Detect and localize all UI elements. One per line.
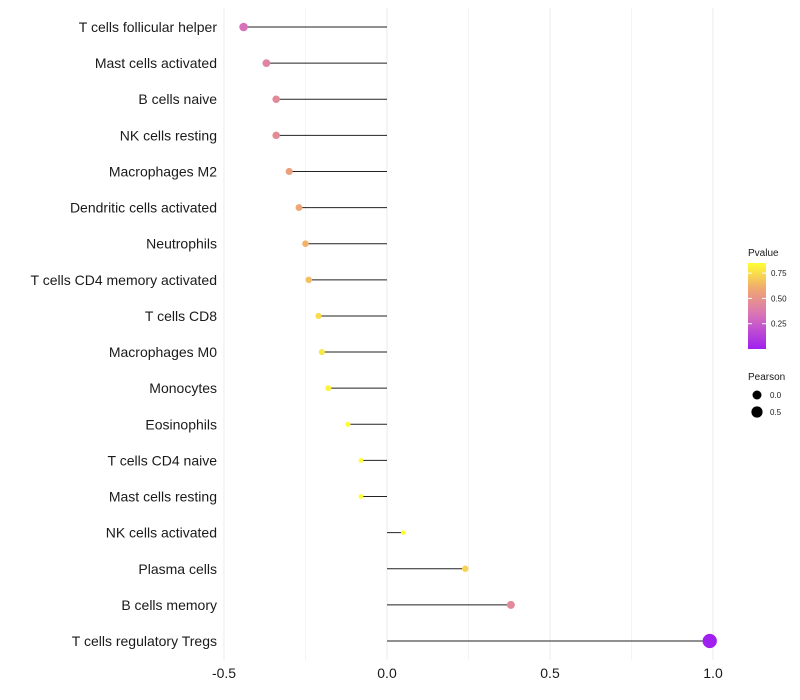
- category-label: NK cells resting: [120, 127, 217, 143]
- size-legend-label: 0.0: [770, 391, 782, 400]
- category-label: Plasma cells: [138, 561, 217, 577]
- category-label: T cells CD4 naive: [108, 452, 218, 468]
- colorbar-ticks: 0.25 0.50 0.75: [748, 269, 787, 329]
- stems: [243, 26, 710, 642]
- category-label: Dendritic cells activated: [70, 200, 217, 216]
- category-label: Neutrophils: [146, 236, 217, 252]
- size-legend-label: 0.5: [770, 408, 782, 417]
- data-point: [285, 167, 293, 176]
- data-point: [358, 457, 364, 463]
- data-point: [262, 59, 271, 68]
- category-label: Eosinophils: [145, 416, 217, 432]
- data-point: [325, 385, 332, 392]
- category-label: B cells naive: [138, 91, 217, 107]
- size-legend-title: Pearson: [748, 372, 785, 383]
- category-label: T cells follicular helper: [79, 19, 218, 35]
- data-point: [345, 421, 351, 427]
- colorbar-title: Pvalue: [748, 248, 779, 259]
- x-tick-label: 1.0: [703, 665, 723, 681]
- data-point: [702, 633, 717, 649]
- data-point: [272, 95, 280, 104]
- size-legend-dot: [751, 406, 763, 418]
- data-point: [506, 600, 515, 609]
- x-tick-label: 0.0: [377, 665, 397, 681]
- category-label: B cells memory: [121, 597, 217, 613]
- data-point: [295, 204, 303, 211]
- category-label: T cells regulatory Tregs: [72, 633, 217, 649]
- data-point: [461, 565, 469, 573]
- data-point: [239, 22, 248, 32]
- size-legend-dot: [752, 390, 762, 400]
- x-tick-label: 0.5: [540, 665, 560, 681]
- size-legend: 0.0 0.5: [751, 390, 782, 418]
- colorbar: [748, 263, 766, 349]
- category-labels: T cells follicular helper Mast cells acti…: [31, 19, 218, 649]
- data-point: [318, 349, 325, 356]
- x-tick-label: -0.5: [212, 665, 236, 681]
- category-label: T cells CD8: [145, 308, 217, 324]
- data-point: [401, 530, 406, 535]
- points: [239, 22, 717, 649]
- category-label: Macrophages M0: [109, 344, 217, 360]
- category-label: T cells CD4 memory activated: [31, 272, 217, 288]
- data-point: [358, 494, 364, 499]
- colorbar-tick-label: 0.75: [771, 269, 787, 278]
- data-point: [302, 240, 309, 248]
- grid-lines: [223, 8, 714, 660]
- category-label: Monocytes: [149, 380, 217, 396]
- category-label: Mast cells activated: [95, 55, 217, 71]
- category-label: Mast cells resting: [109, 489, 217, 505]
- x-tick-labels: -0.5 0.0 0.5 1.0: [212, 665, 723, 681]
- colorbar-tick-label: 0.25: [771, 320, 787, 329]
- data-point: [315, 312, 322, 320]
- legends: Pvalue 0.25 0.50 0.75 Pearson 0.0 0.5: [748, 248, 787, 418]
- data-point: [272, 131, 280, 140]
- category-label: Macrophages M2: [109, 163, 217, 179]
- colorbar-tick-label: 0.50: [771, 294, 787, 303]
- data-point: [305, 276, 313, 284]
- category-label: NK cells activated: [106, 525, 217, 541]
